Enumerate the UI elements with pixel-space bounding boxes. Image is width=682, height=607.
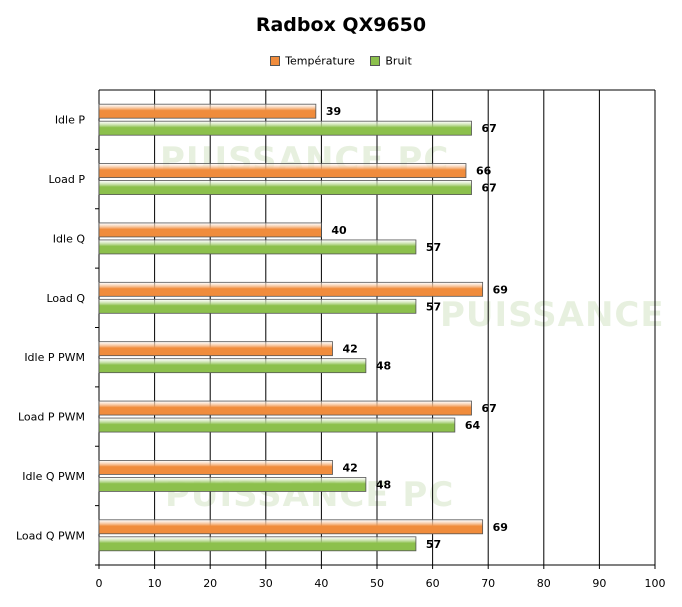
legend-swatch-bruit [370,56,381,67]
category-label: Load Q [46,292,85,305]
bar-temperature [98,400,472,416]
x-tick-label: 100 [645,577,666,590]
data-label: 57 [426,300,441,313]
data-label: 39 [326,105,341,118]
data-label: 57 [426,241,441,254]
x-tick-label: 70 [481,577,495,590]
bar-temperature [98,341,333,357]
data-label: 64 [465,419,481,432]
category-label: Idle P PWM [24,351,85,364]
data-label: 40 [331,224,347,237]
category-label: Idle P [55,114,86,127]
x-tick-label: 0 [96,577,103,590]
chart-title: Radbox QX9650 [255,14,427,36]
category-label: Load P PWM [18,411,85,424]
legend-label-temperature: Température [285,54,355,68]
data-label: 48 [376,360,391,373]
data-label: 42 [343,461,358,474]
data-label: 48 [376,478,391,491]
x-tick-label: 40 [314,577,328,590]
legend: Température Bruit [0,54,682,68]
bar-bruit [98,180,472,195]
bar-temperature [98,163,467,178]
bar-temperature [98,103,317,119]
data-label: 69 [493,283,508,296]
x-tick-label: 30 [259,577,273,590]
data-label: 67 [482,122,497,135]
x-tick-label: 20 [203,577,217,590]
legend-item-bruit: Bruit [370,54,412,68]
bar-bruit [98,477,367,492]
legend-item-temperature: Température [270,54,355,68]
category-label: Idle Q [53,232,86,245]
legend-label-bruit: Bruit [385,54,412,68]
x-tick-label: 90 [592,577,606,590]
bar-temperature [98,460,333,475]
x-tick-label: 80 [537,577,551,590]
category-label: Idle Q PWM [22,470,85,483]
data-label: 57 [426,538,441,551]
x-tick-label: 50 [370,577,384,590]
bar-temperature [98,222,322,238]
bar-bruit [98,358,367,374]
bar-bruit [98,417,456,433]
data-label: 66 [476,165,492,178]
bar-temperature [98,519,484,535]
bar-bruit [98,298,417,314]
data-label: 69 [493,521,508,534]
category-label: Load P [48,173,85,186]
legend-swatch-temperature [270,56,281,67]
bar-bruit [98,239,417,255]
x-tick-label: 10 [148,577,162,590]
data-label: 67 [482,402,497,415]
bar-bruit [98,120,472,136]
watermark-logo: PUISSANCE [440,295,665,335]
x-tick-label: 60 [426,577,440,590]
bar-bruit [98,536,417,552]
data-label: 42 [343,343,358,356]
data-label: 67 [482,182,497,195]
category-label: Load Q PWM [16,529,85,542]
bar-temperature [98,281,484,297]
